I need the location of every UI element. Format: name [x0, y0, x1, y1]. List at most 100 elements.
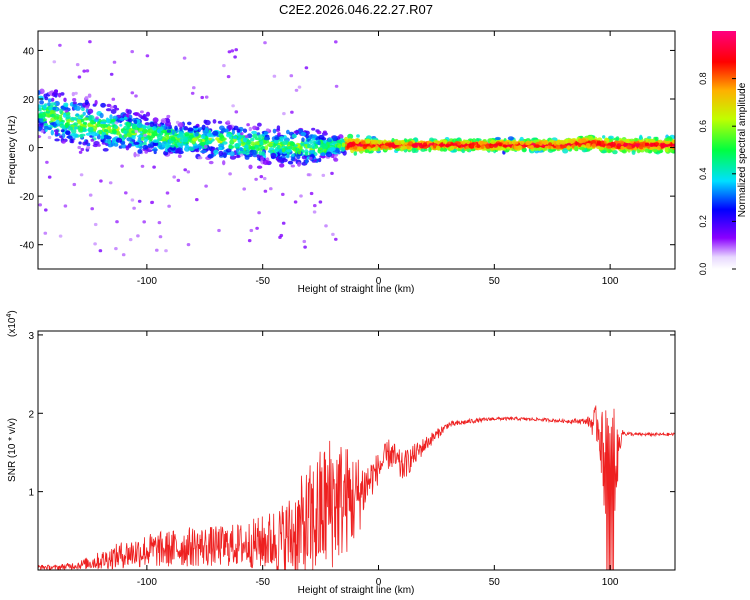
heatmap-cell [638, 144, 644, 150]
heatmap-cell [248, 164, 253, 170]
heatmap-cell [400, 139, 405, 145]
colorbar-gradient [712, 31, 736, 269]
heatmap-cell [308, 150, 315, 154]
heatmap-cell [93, 242, 97, 246]
heatmap-cell [127, 143, 132, 148]
heatmap-cell [651, 148, 658, 153]
heatmap-cell [48, 91, 53, 95]
heatmap-cell [591, 143, 597, 149]
heatmap-cell [286, 129, 290, 135]
heatmap-cell [171, 129, 175, 136]
heatmap-cell [184, 144, 190, 149]
heatmap-cell [251, 149, 257, 155]
heatmap-cell [231, 104, 235, 108]
heatmap-cell [177, 154, 182, 159]
heatmap-cell [300, 132, 307, 137]
heatmap-cell [483, 141, 487, 145]
colorbar-tick-label: 0.2 [698, 215, 708, 228]
heatmap-cell [42, 112, 47, 118]
heatmap-cell [439, 143, 445, 147]
heatmap-cell [131, 123, 137, 129]
heatmap-cell [166, 114, 171, 119]
snr-ytick-label: 2 [28, 409, 34, 420]
heatmap-cell [255, 226, 259, 230]
heatmap-cell [197, 156, 203, 160]
heatmap-cell [80, 118, 85, 123]
heatmap-cell [334, 237, 338, 241]
heatmap-cell [109, 72, 114, 76]
heatmap-cell [137, 135, 143, 138]
heatmap-cell [59, 135, 63, 139]
heatmap-cell [74, 105, 81, 111]
heatmap-cell [600, 140, 605, 146]
heatmap-cell [476, 144, 481, 149]
heatmap-cell [598, 146, 605, 150]
heatmap-cell [669, 148, 674, 153]
heatmap-cell [150, 200, 155, 204]
heatmap-cell [69, 138, 74, 144]
heatmap-cell [60, 92, 65, 96]
heatmap-cell [305, 134, 310, 139]
heatmap-cell [384, 142, 390, 146]
heatmap-cell [134, 129, 139, 134]
heatmap-cell [251, 130, 257, 135]
heatmap-cell [99, 112, 104, 119]
heatmap-cell [141, 129, 148, 134]
heatmap-cell [100, 121, 107, 125]
heatmap-cell [264, 145, 269, 151]
heatmap-cell [260, 156, 264, 161]
heatmap-cell [115, 220, 119, 224]
heatmap-cell [77, 119, 81, 123]
heatmap-cell [60, 129, 65, 133]
heatmap-cell [311, 127, 316, 131]
heatmap-cell [218, 150, 224, 156]
heatmap-cell [321, 143, 328, 149]
heatmap-cell [82, 121, 88, 125]
heatmap-cell [119, 123, 123, 127]
heatmap-cell [159, 132, 164, 136]
heatmap-cell [365, 138, 371, 144]
heatmap-cell [297, 161, 301, 167]
heatmap-cell [39, 118, 44, 122]
heatmap-cell [152, 139, 159, 144]
heatmap-cell [54, 89, 58, 93]
heatmap-cell [235, 142, 242, 147]
heatmap-cell [334, 40, 338, 44]
heatmap-cell [521, 147, 527, 153]
heatmap-cell [120, 144, 127, 149]
heatmap-cell [457, 141, 461, 146]
heatmap-cell [282, 112, 286, 116]
heatmap-cell [200, 134, 206, 140]
heatmap-cell [144, 150, 148, 154]
heatmap-cell [231, 129, 235, 135]
heatmap-cell [43, 125, 49, 130]
snr-background [38, 331, 675, 570]
heatmap-cell [259, 140, 264, 146]
heatmap-cell [186, 170, 191, 174]
heatmap-cell [47, 135, 52, 140]
heatmap-cell [244, 134, 249, 139]
heatmap-cell [176, 178, 181, 182]
heatmap-cell [143, 117, 148, 122]
heatmap-cell [294, 88, 299, 92]
snr-ylabel: SNR (10 * v/v) [7, 418, 18, 482]
heatmap-cell [53, 129, 59, 133]
heatmap-cell [291, 134, 297, 139]
heatmap-cell [125, 145, 130, 151]
heatmap-cell [184, 146, 190, 152]
heatmap-cell [64, 122, 69, 129]
heatmap-cell [662, 142, 666, 147]
heatmap-cell [88, 115, 95, 120]
heatmap-cell [97, 144, 101, 147]
heatmap-cell [165, 191, 170, 195]
heatmap-cell [59, 108, 63, 115]
heatmap-cell [239, 153, 244, 157]
heatmap-cell [43, 231, 48, 235]
heatmap-cell [240, 132, 244, 136]
heatmap-cell [222, 137, 227, 141]
heatmap-cell [132, 135, 136, 140]
heatmap-cell [159, 126, 164, 132]
heatmap-cell [334, 147, 340, 153]
heatmap-cell [304, 66, 309, 70]
